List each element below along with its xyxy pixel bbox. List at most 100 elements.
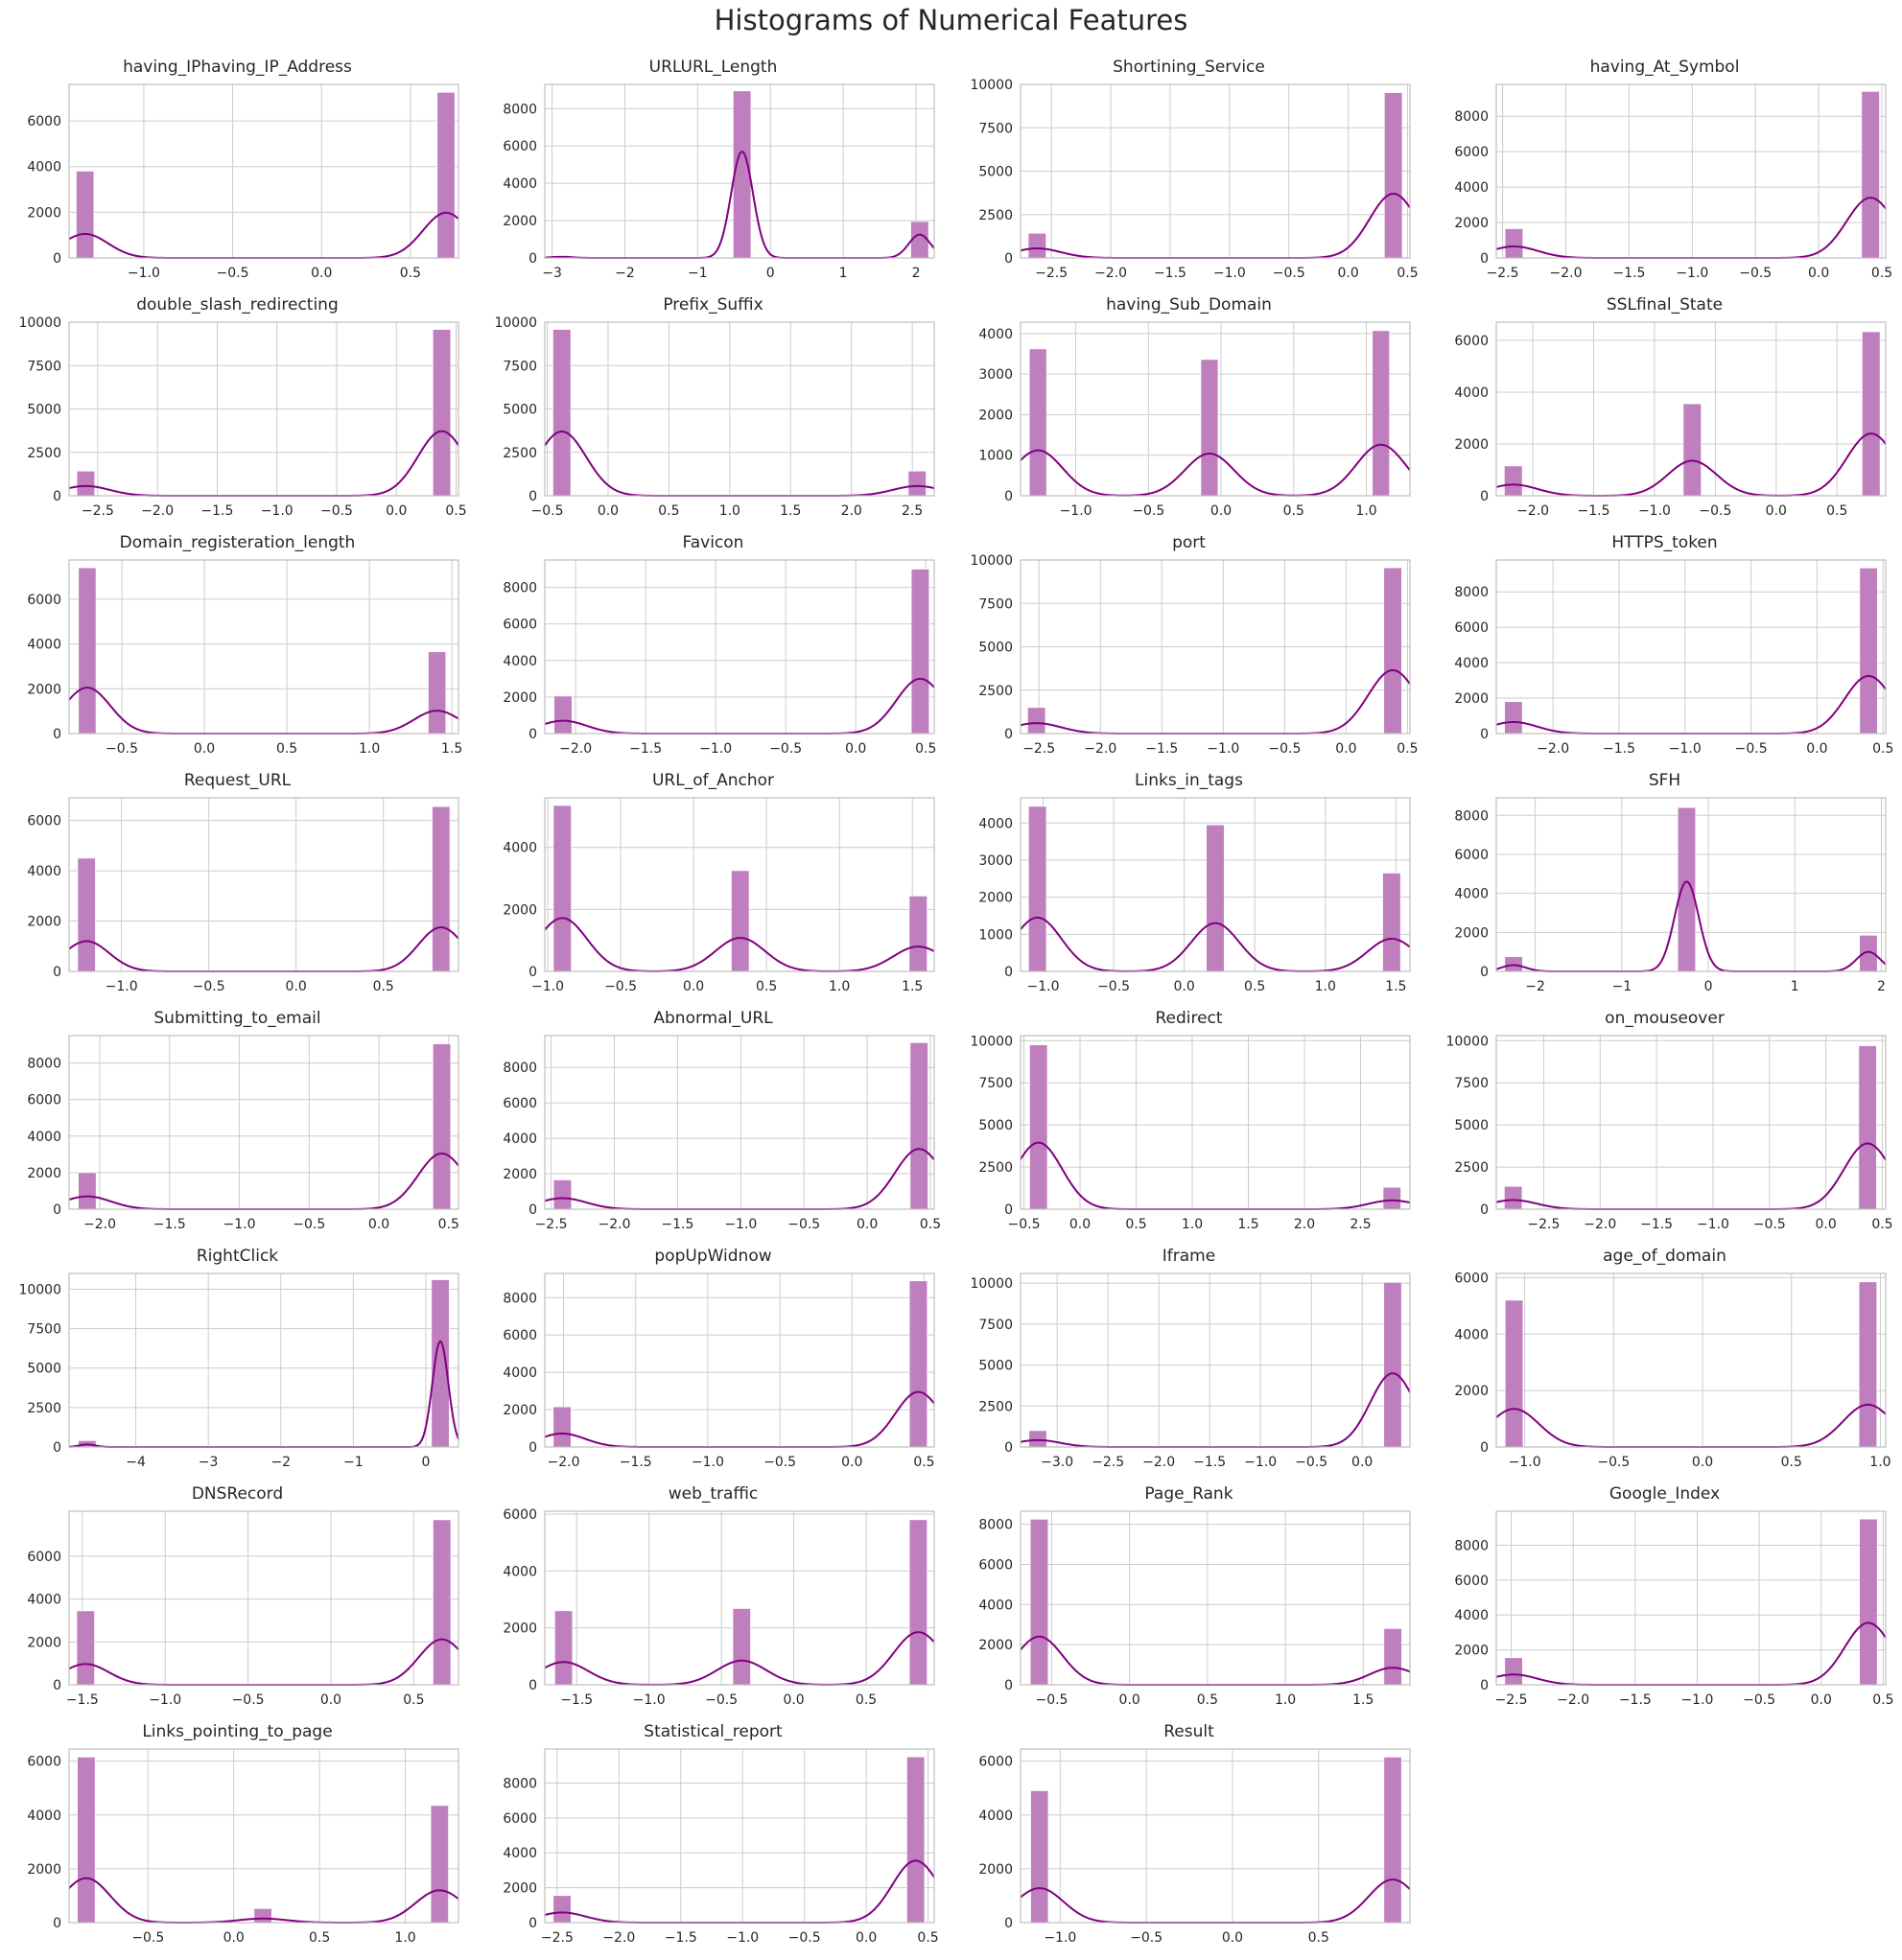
y-tick-label: 0 [1004, 251, 1013, 267]
y-tick-label: 5000 [978, 165, 1013, 180]
y-tick-label: 6000 [1454, 620, 1489, 636]
x-tick-label: −1.5 [153, 1217, 186, 1232]
panel-title: Google_Index [1608, 1484, 1721, 1504]
y-tick-label: 0 [53, 1916, 61, 1931]
x-tick-label: −1.5 [665, 1930, 697, 1946]
x-tick-label: 0.0 [783, 1692, 804, 1708]
histogram-panel: Favicon −2.0 −1.5 −1.0 −0.5 0.0 0.5 0 2000 4000 60… [476, 533, 951, 771]
y-tick-label: 4000 [503, 1564, 537, 1579]
histogram-bar [552, 329, 572, 497]
y-tick-label: 0 [53, 251, 61, 267]
histogram-bar [907, 470, 927, 497]
panel-title: Statistical_report [644, 1722, 783, 1741]
panel-title: SFH [1648, 771, 1681, 790]
histogram-bar [1504, 956, 1523, 972]
y-tick-label: 5000 [1454, 1118, 1489, 1133]
y-tick-label: 2000 [1454, 691, 1489, 707]
y-tick-label: 2000 [503, 902, 537, 918]
y-tick-label: 10000 [970, 553, 1013, 569]
y-tick-label: 7500 [503, 359, 537, 374]
y-tick-label: 2500 [978, 684, 1013, 699]
y-tick-label: 10000 [494, 315, 537, 331]
histogram-bar [1200, 359, 1219, 497]
y-tick-label: 0 [53, 727, 61, 742]
y-tick-label: 4000 [27, 864, 61, 879]
x-tick-label: 0.0 [1338, 266, 1359, 281]
figure-title: Histograms of Numerical Features [714, 4, 1188, 36]
x-tick-label: −0.5 [1132, 503, 1164, 519]
y-tick-label: 2000 [503, 690, 537, 706]
histogram-bar [1504, 465, 1523, 497]
histogram-panel: double_slash_redirecting −2.5 −2.0 −1.5 −1.0… [0, 295, 475, 533]
panel-title: Redirect [1155, 1009, 1223, 1028]
x-tick-label: −2.0 [1537, 741, 1569, 757]
histogram-svg: −4 −3 −2 −1 0 0 2500 5000 7500 10000 [18, 1272, 459, 1470]
x-tick-label: 1 [1791, 979, 1799, 994]
axes-frame [544, 83, 935, 259]
histogram-bar [1858, 1045, 1877, 1210]
x-tick-label: 0.5 [1826, 503, 1847, 519]
histogram-bar [428, 651, 447, 735]
panel-title: Abnormal_URL [653, 1009, 773, 1028]
histogram-svg: −2.5 −2.0 −1.5 −1.0 −0.5 0.0 0.5 0 2000 4000 6000 8… [503, 1035, 941, 1232]
x-tick-label: −1.0 [1676, 266, 1708, 281]
x-tick-label: −1.0 [106, 979, 138, 994]
y-tick-label: 7500 [978, 121, 1013, 136]
histogram-bar [908, 1519, 928, 1686]
x-tick-label: −1.0 [699, 741, 732, 757]
histogram-bar [1859, 568, 1878, 735]
x-tick-label: 0.5 [913, 1455, 934, 1470]
axes-frame [544, 321, 935, 497]
histogram-bar [906, 1756, 926, 1924]
x-tick-label: 0.5 [1871, 266, 1892, 281]
histogram-bar [1372, 330, 1390, 497]
histogram-bar [1504, 1657, 1523, 1686]
x-tick-label: −0.5 [1097, 979, 1130, 994]
y-tick-label: 0 [1004, 1440, 1013, 1456]
x-tick-label: 0.5 [1197, 1692, 1218, 1708]
x-tick-label: 0.5 [403, 1692, 424, 1708]
histogram-bar [1682, 403, 1702, 497]
x-tick-label: 0.0 [857, 1217, 878, 1232]
x-tick-label: −1.0 [531, 979, 564, 994]
y-tick-label: 6000 [1454, 334, 1489, 349]
x-tick-label: −0.5 [788, 1930, 821, 1946]
y-tick-label: 7500 [978, 1318, 1013, 1333]
histogram-panel: HTTPS_token −2.0 −1.5 −1.0 −0.5 0.0 0.5 0 2000 40… [1427, 533, 1902, 771]
y-tick-label: 0 [53, 1440, 61, 1456]
histogram-bar [1383, 1628, 1402, 1686]
x-tick-label: −2.0 [602, 1930, 635, 1946]
histogram-panel: RightClick −4 −3 −2 −1 0 0 2500 5000 7500 10000 [0, 1247, 475, 1484]
y-tick-label: 2000 [27, 915, 61, 930]
x-tick-label: −1.0 [149, 1692, 181, 1708]
panel-title: having_IPhaving_IP_Address [123, 58, 352, 77]
axes-frame [544, 1035, 935, 1210]
histogram-panel: SSLfinal_State −2.0 −1.5 −1.0 −0.5 0.0 0.5 0 200… [1427, 295, 1902, 533]
histogram-panel: Statistical_report −2.5 −2.0 −1.5 −1.0 −0.5 0.… [476, 1722, 951, 1960]
x-tick-label: −2.5 [1092, 1455, 1124, 1470]
x-tick-label: 1.0 [359, 741, 380, 757]
histogram-svg: −0.5 0.0 0.5 1.0 1.5 2.0 2.5 0 2500 5000 7500 10000 [970, 1034, 1411, 1232]
y-tick-label: 4000 [503, 654, 537, 669]
histogram-bar [552, 1895, 572, 1924]
y-tick-label: 0 [528, 489, 537, 504]
histogram-svg: −1.0 −0.5 0.0 0.5 1.0 0 2000 4000 6000 [1454, 1271, 1890, 1470]
y-tick-label: 5000 [27, 1362, 61, 1377]
y-tick-label: 2000 [503, 214, 537, 229]
x-tick-label: 2 [1877, 979, 1886, 994]
x-tick-label: 0.0 [856, 1930, 877, 1946]
x-tick-label: −1.0 [1244, 1455, 1277, 1470]
y-tick-label: 4000 [1454, 887, 1489, 902]
x-tick-label: 0.5 [309, 1930, 330, 1946]
y-tick-label: 6000 [978, 1755, 1013, 1770]
y-tick-label: 4000 [27, 638, 61, 653]
x-tick-label: 0.0 [1811, 1692, 1832, 1708]
kde-line [68, 211, 459, 259]
y-tick-label: 0 [1004, 489, 1013, 504]
x-tick-label: 0.0 [1766, 503, 1787, 519]
histogram-bar [77, 1757, 96, 1924]
x-tick-label: 0.0 [1210, 503, 1232, 519]
x-tick-label: −3 [199, 1455, 219, 1470]
y-tick-label: 2000 [27, 205, 61, 221]
x-tick-label: −2.5 [1527, 1217, 1560, 1232]
